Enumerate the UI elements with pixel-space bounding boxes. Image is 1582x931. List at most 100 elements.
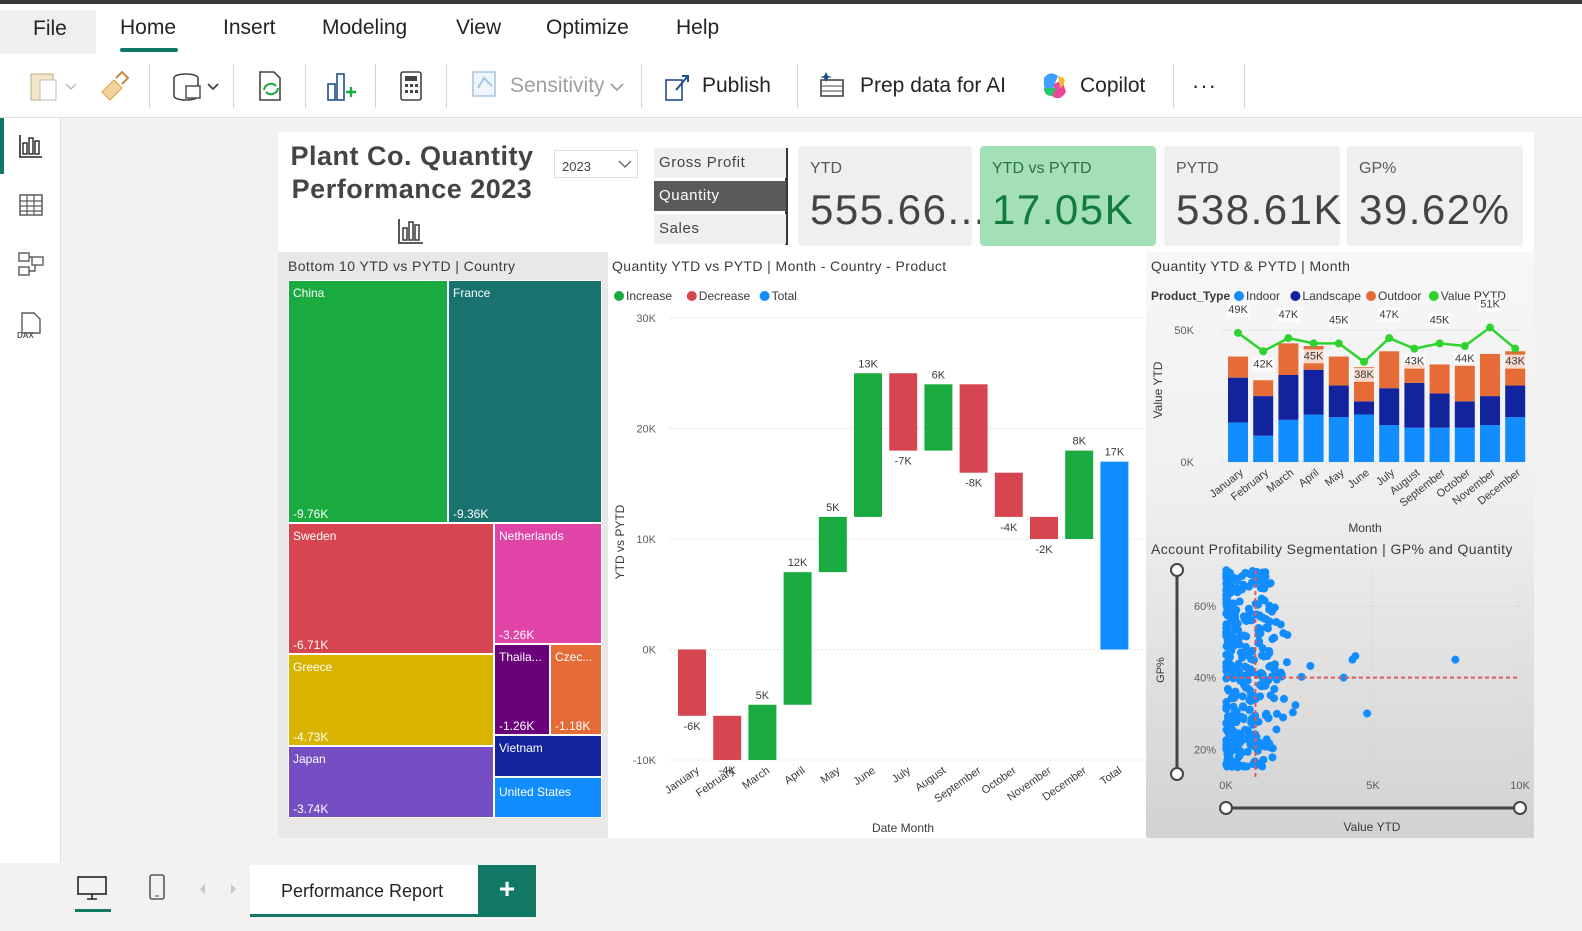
treemap-tile-united-states[interactable]: United States bbox=[494, 777, 602, 818]
treemap-tile-france[interactable]: France -9.36K bbox=[448, 280, 602, 523]
publish-icon bbox=[665, 75, 689, 101]
table-view-icon[interactable] bbox=[16, 190, 46, 220]
stacked-bar-segment bbox=[1278, 375, 1299, 420]
scatter-point bbox=[1259, 755, 1268, 764]
publish-label: Publish bbox=[702, 74, 771, 97]
treemap-tile-japan[interactable]: Japan -3.74K bbox=[288, 746, 494, 818]
data-label: 45K bbox=[1304, 350, 1324, 362]
format-painter-button[interactable] bbox=[98, 54, 130, 118]
waterfall-bar bbox=[1065, 450, 1094, 539]
year-dropdown[interactable]: 2023 bbox=[554, 150, 638, 178]
menu-insert[interactable]: Insert bbox=[223, 16, 276, 39]
x-tick-label: February bbox=[694, 764, 737, 799]
x-axis-title: Month bbox=[1348, 521, 1381, 535]
chevron-right-icon[interactable] bbox=[227, 881, 241, 897]
get-data-button[interactable] bbox=[170, 54, 224, 118]
paste-button[interactable] bbox=[28, 54, 80, 118]
legend-marker bbox=[1290, 291, 1301, 301]
slicer-item-sales[interactable]: Sales bbox=[654, 214, 786, 244]
mobile-layout-button[interactable] bbox=[145, 869, 169, 910]
treemap-tile-czech[interactable]: Czec... -1.18K bbox=[550, 644, 602, 735]
scatter-point bbox=[1258, 568, 1267, 577]
refresh-button[interactable] bbox=[254, 54, 288, 118]
data-label-background bbox=[1302, 349, 1325, 364]
stacked-bar-segment bbox=[1480, 353, 1500, 397]
stacked-bar-segment bbox=[1328, 417, 1349, 462]
report-view-icon[interactable] bbox=[16, 131, 46, 161]
slicer-item-gross-profit[interactable]: Gross Profit bbox=[654, 148, 786, 178]
scatter-point bbox=[1244, 604, 1253, 613]
data-label-background bbox=[1479, 297, 1501, 312]
treemap-tile-vietnam[interactable]: Vietnam bbox=[494, 735, 602, 777]
calculator-button[interactable] bbox=[396, 54, 426, 118]
scatter-point bbox=[1229, 641, 1238, 650]
treemap-tile-thailand[interactable]: Thaila... -1.26K bbox=[494, 644, 550, 735]
scatter-point bbox=[1239, 631, 1248, 640]
kpi-label: YTD vs PYTD bbox=[992, 160, 1092, 177]
more-options-button[interactable]: ··· bbox=[1192, 54, 1217, 118]
menu-optimize[interactable]: Optimize bbox=[546, 16, 629, 39]
desktop-layout-button[interactable] bbox=[75, 869, 111, 912]
pytd-point bbox=[1334, 339, 1343, 348]
copilot-icon bbox=[1044, 73, 1066, 99]
legend-marker bbox=[1234, 291, 1244, 301]
waterfall-bar bbox=[889, 373, 918, 451]
menu-file[interactable]: File bbox=[0, 10, 96, 54]
publish-button[interactable]: Publish bbox=[662, 54, 771, 118]
scatter-point bbox=[1245, 706, 1254, 715]
scatter-point bbox=[1246, 655, 1255, 664]
treemap-tile-greece[interactable]: Greece -4.73K bbox=[288, 654, 494, 746]
legend-label: Decrease bbox=[699, 289, 751, 303]
x-tick-label: May bbox=[819, 764, 843, 786]
treemap-tile-sweden[interactable]: Sweden -6.71K bbox=[288, 523, 494, 654]
scatter-point bbox=[1264, 646, 1273, 655]
menu-modeling[interactable]: Modeling bbox=[322, 16, 408, 39]
menu-home[interactable]: Home bbox=[120, 16, 177, 39]
x-range-handle bbox=[1219, 801, 1233, 815]
waterfall-bar bbox=[748, 704, 777, 760]
treemap-tile-china[interactable]: China -9.76K bbox=[288, 280, 448, 523]
scatter-point bbox=[1224, 733, 1233, 742]
scatter-point bbox=[1272, 617, 1281, 626]
scatter-point bbox=[1229, 689, 1238, 698]
chevron-left-icon[interactable] bbox=[195, 881, 209, 897]
data-label: 47K bbox=[1279, 309, 1299, 321]
x-tick-label: July bbox=[890, 764, 913, 785]
scatter-point bbox=[1351, 652, 1360, 661]
scatter-point bbox=[1266, 691, 1275, 700]
add-page-button[interactable]: + bbox=[478, 865, 536, 917]
stacked-bar-segment bbox=[1303, 369, 1324, 415]
scatter-point bbox=[1262, 735, 1271, 744]
stacked-bar-segment bbox=[1379, 351, 1400, 389]
pytd-point bbox=[1435, 339, 1444, 348]
stacked-bar-segment bbox=[1404, 382, 1425, 428]
new-visual-button[interactable] bbox=[324, 54, 358, 118]
slicer-item-quantity[interactable]: Quantity bbox=[654, 181, 786, 211]
dax-query-view-icon[interactable]: DAX bbox=[16, 310, 46, 340]
chevron-down-icon bbox=[609, 83, 624, 92]
menu-help[interactable]: Help bbox=[676, 16, 720, 39]
copilot-button[interactable]: Copilot bbox=[1038, 54, 1145, 118]
stacked-bar-segment bbox=[1303, 414, 1324, 462]
model-view-icon[interactable] bbox=[16, 249, 46, 279]
scatter-point bbox=[1235, 597, 1244, 606]
sensitivity-button[interactable]: Sensitivity bbox=[468, 54, 629, 118]
scatter-point bbox=[1451, 655, 1460, 664]
prep-data-for-ai-button[interactable]: Prep data for AI bbox=[818, 54, 1006, 118]
waterfall-bar bbox=[959, 384, 988, 473]
y-range-handle bbox=[1170, 563, 1184, 577]
tab-performance-report[interactable]: Performance Report bbox=[250, 865, 478, 917]
scatter-point bbox=[1270, 660, 1279, 669]
scatter-point bbox=[1248, 646, 1257, 655]
y-tick-label: -10K bbox=[633, 755, 657, 767]
scatter-point bbox=[1222, 624, 1231, 633]
scatter-point bbox=[1279, 694, 1288, 703]
scatter-point bbox=[1239, 612, 1248, 621]
scatter-point bbox=[1222, 702, 1231, 711]
combo-chart: Product_Type Indoor Landscape Outdoor Value … bbox=[1151, 289, 1527, 535]
scatter-point bbox=[1251, 599, 1260, 608]
stacked-bar-segment bbox=[1228, 377, 1248, 423]
stacked-bar-segment bbox=[1429, 364, 1450, 394]
treemap-tile-netherlands[interactable]: Netherlands -3.26K bbox=[494, 523, 602, 644]
menu-view[interactable]: View bbox=[456, 16, 502, 39]
